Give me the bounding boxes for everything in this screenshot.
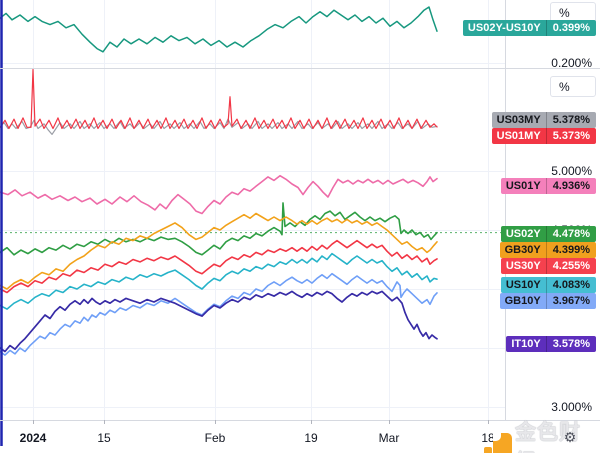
badge-symbol-label: US02Y (505, 228, 541, 240)
badge-value-label: 3.578% (545, 336, 596, 352)
us01my-line (0, 68, 438, 130)
us02y-line (0, 202, 438, 256)
badge-value-label: 5.378% (545, 112, 596, 128)
badge-symbol-label: US02Y-US10Y (467, 22, 541, 34)
badge-symbol-label: US03MY (496, 114, 541, 126)
badge-value-label: 4.255% (545, 258, 596, 274)
price-scale-label: 3.000% (551, 400, 592, 414)
price-scale-label: 5.000% (551, 164, 592, 178)
us03my-line (0, 118, 438, 135)
price-scale-label: 0.200% (551, 56, 592, 70)
badge-symbol-label: GB10Y (504, 295, 541, 307)
symbol-badge-gb30y[interactable]: GB30Y 4.399% (499, 242, 596, 258)
symbol-badge-it10y[interactable]: IT10Y 3.578% (506, 336, 596, 352)
time-axis-label: Mar (378, 431, 400, 445)
gb30y-line (0, 212, 438, 290)
symbol-badge-us01my[interactable]: US01MY 5.373% (491, 128, 596, 144)
badge-symbol-label: US01Y (505, 180, 541, 192)
symbol-badge-us01y[interactable]: US01Y 4.936% (500, 178, 596, 194)
time-axis-label: 15 (97, 431, 111, 445)
time-axis-label: 2024 (19, 431, 47, 445)
percent-scale-mode-button[interactable]: % (550, 76, 596, 97)
symbol-badge-us30y[interactable]: US30Y 4.255% (500, 258, 596, 274)
badge-value-label: 4.478% (545, 226, 596, 242)
us02y-us10y-line (0, 6, 438, 53)
badge-value-label: 4.399% (545, 242, 596, 258)
badge-value-label: 5.373% (545, 128, 596, 144)
time-axis-label: 19 (304, 431, 318, 445)
time-axis-label: 18 (481, 431, 495, 445)
symbol-badge-us03my[interactable]: US03MY 5.378% (491, 112, 596, 128)
badge-value-label: 4.936% (545, 178, 596, 194)
symbol-badge-gb10y[interactable]: GB10Y 3.967% (499, 293, 596, 309)
badge-symbol-label: IT10Y (511, 338, 541, 350)
badge-symbol-label: US10Y (505, 279, 541, 291)
symbol-badge-us02y[interactable]: US02Y 4.478% (500, 226, 596, 242)
badge-value-label: 4.083% (545, 277, 596, 293)
badge-value-label: 0.399% (545, 20, 596, 36)
us10y-line (0, 252, 438, 310)
symbol-badge-us02y-us10y[interactable]: US02Y-US10Y 0.399% (462, 20, 596, 36)
us01y-line (0, 174, 438, 215)
us30y-line (0, 239, 438, 294)
badge-symbol-label: US01MY (496, 130, 541, 142)
time-axis-label: Feb (204, 431, 226, 445)
badge-symbol-label: GB30Y (504, 244, 541, 256)
settings-gear-icon[interactable]: ⚙ (563, 429, 577, 445)
badge-value-label: 3.967% (545, 293, 596, 309)
symbol-badge-us10y[interactable]: US10Y 4.083% (500, 277, 596, 293)
gb10y-line (0, 272, 438, 356)
badge-symbol-label: US30Y (505, 260, 541, 272)
it10y-line (0, 290, 438, 353)
